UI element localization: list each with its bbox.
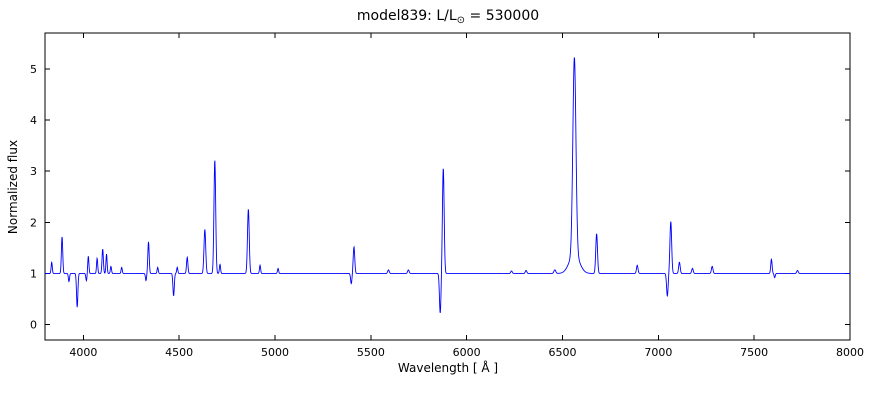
x-tick-label: 7500 (740, 346, 768, 359)
x-axis-label: Wavelength [ Å ] (397, 361, 499, 375)
y-tick-label: 5 (30, 63, 37, 76)
y-axis-label: Normalized flux (6, 139, 20, 235)
x-tick-label: 8000 (836, 346, 864, 359)
chart-title: model839: L/L⊙ = 530000 (356, 8, 540, 26)
y-tick-label: 2 (30, 216, 37, 229)
x-tick-label: 4500 (165, 346, 193, 359)
x-tick-label: 5500 (357, 346, 385, 359)
x-tick-label: 5000 (261, 346, 289, 359)
y-tick-label: 4 (30, 114, 37, 127)
x-tick-label: 4000 (69, 346, 97, 359)
y-tick-label: 3 (30, 165, 37, 178)
y-tick-label: 1 (30, 267, 37, 280)
x-tick-label: 6500 (549, 346, 577, 359)
x-tick-label: 7000 (644, 346, 672, 359)
x-tick-label: 6000 (453, 346, 481, 359)
y-tick-label: 0 (30, 319, 37, 332)
chart-title-prefix: model839: L/L (356, 8, 457, 24)
spectrum-line (45, 57, 850, 313)
sun-symbol: ⊙ (456, 15, 466, 26)
plot-frame (44, 32, 851, 341)
chart-title-suffix: = 530000 (465, 8, 540, 24)
